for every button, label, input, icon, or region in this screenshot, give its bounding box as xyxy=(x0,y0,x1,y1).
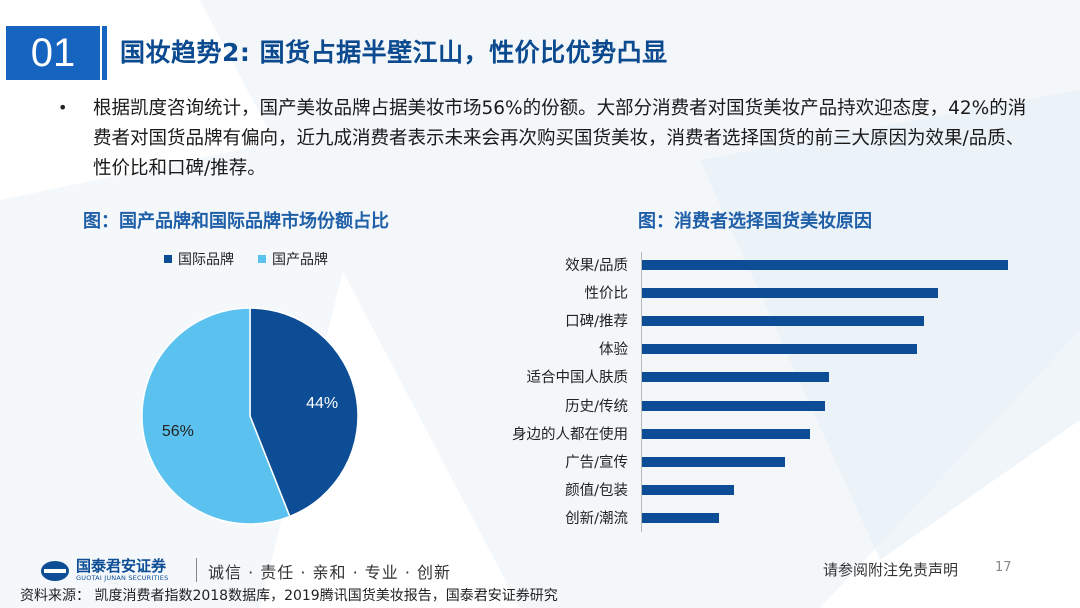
header-divider xyxy=(102,26,107,80)
legend-label-international: 国际品牌 xyxy=(178,252,234,268)
bar-category-label: 性价比 xyxy=(584,286,629,303)
bar-chart-axis xyxy=(641,252,642,532)
page-number: 17 xyxy=(995,560,1012,575)
logo-name-en: GUOTAI JUNAN SECURITIES xyxy=(76,574,169,582)
company-logo: 国泰君安证券 GUOTAI JUNAN SECURITIES xyxy=(40,558,168,583)
bullet-icon: • xyxy=(58,98,68,117)
pie-label-1: 56% xyxy=(162,423,194,440)
disclaimer-note: 请参阅附注免责声明 xyxy=(823,561,959,579)
bar-category-label: 创新/潮流 xyxy=(565,510,628,527)
bar-chart-title: 图：消费者选择国货美妆原因 xyxy=(638,211,872,232)
bar-mark xyxy=(642,372,829,383)
bar-row: 口碑/推荐 xyxy=(440,308,1040,334)
bar-category-label: 身边的人都在使用 xyxy=(512,426,628,443)
bar-mark xyxy=(642,512,719,523)
bar-mark xyxy=(642,344,917,355)
logo-name-cn: 国泰君安证券 xyxy=(76,557,167,575)
bar-row: 广告/宣传 xyxy=(440,449,1040,475)
pie-label-0: 44% xyxy=(306,395,338,412)
bar-row: 身边的人都在使用 xyxy=(440,421,1040,447)
bar-mark xyxy=(642,260,1008,270)
pie-slice-0 xyxy=(249,307,359,518)
pie-slice-1 xyxy=(141,307,291,525)
bar-row: 效果/品质 xyxy=(440,252,1040,278)
bar-mark xyxy=(642,288,939,299)
section-number-badge: 01 xyxy=(6,26,100,80)
bar-mark xyxy=(642,428,811,439)
summary-paragraph: 根据凯度咨询统计，国产美妆品牌占据美妆市场56%的份额。大部分消费者对国货美妆产… xyxy=(93,98,1027,179)
bar-category-label: 效果/品质 xyxy=(565,258,628,274)
logo-emblem-icon xyxy=(41,560,69,581)
bar-category-label: 颜值/包装 xyxy=(565,482,628,499)
legend-label-domestic: 国产品牌 xyxy=(272,252,328,268)
bar-category-label: 口碑/推荐 xyxy=(565,314,628,331)
bar-row: 性价比 xyxy=(440,280,1040,306)
bar-row: 适合中国人肤质 xyxy=(440,364,1040,390)
page-title: 国妆趋势2: 国货占据半壁江山，性价比优势凸显 xyxy=(120,38,668,67)
legend-swatch-international xyxy=(164,255,172,263)
footer-divider xyxy=(196,558,197,582)
bar-row: 颜值/包装 xyxy=(440,477,1040,503)
bar-mark xyxy=(642,316,924,327)
bar-category-label: 适合中国人肤质 xyxy=(526,370,629,387)
pie-chart-title: 图：国产品牌和国际品牌市场份额占比 xyxy=(83,211,389,232)
company-slogan: 诚信 · 责任 · 亲和 · 专业 · 创新 xyxy=(208,563,452,582)
bar-mark xyxy=(642,484,734,495)
legend-swatch-domestic xyxy=(258,255,266,263)
data-source: 资料来源： 凯度消费者指数2018数据库，2019腾讯国货美妆报告，国泰君安证券… xyxy=(20,588,558,604)
bar-mark xyxy=(642,400,825,411)
pie-legend: 国际品牌 国产品牌 xyxy=(164,249,328,269)
bar-category-label: 历史/传统 xyxy=(565,398,628,415)
bar-row: 体验 xyxy=(440,336,1040,362)
pie-chart: 44% 56% xyxy=(141,307,359,525)
bar-category-label: 广告/宣传 xyxy=(565,454,628,471)
bar-category-label: 体验 xyxy=(599,342,628,359)
bar-row: 历史/传统 xyxy=(440,393,1040,419)
bar-row: 创新/潮流 xyxy=(440,505,1040,531)
bar-mark xyxy=(642,456,785,467)
